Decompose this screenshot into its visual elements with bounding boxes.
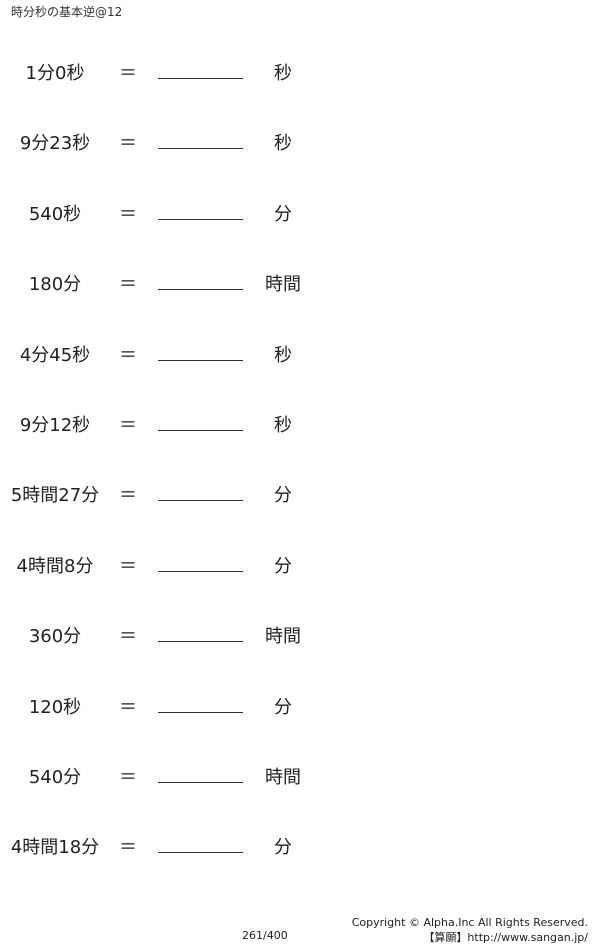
site-url: 【算願】http://www.sangan.jp/	[423, 931, 588, 944]
answer-unit: 分	[274, 555, 292, 577]
answer-unit: 時間	[265, 274, 301, 296]
answer-unit: 秒	[274, 415, 292, 436]
page-number: 261/400	[242, 929, 288, 942]
answer-unit: 秒	[274, 133, 292, 155]
question: 120秒	[28, 696, 82, 718]
equals-sign: ＝	[119, 203, 137, 225]
question: 360分	[28, 626, 82, 648]
question: 540秒	[28, 203, 82, 225]
answer-blank[interactable]	[158, 782, 243, 783]
problem-row: 5時間27分 ＝ 分	[0, 478, 600, 508]
equals-sign: ＝	[119, 837, 137, 859]
answer-blank[interactable]	[158, 500, 243, 502]
answer-blank[interactable]	[158, 430, 243, 431]
worksheet-title: 時分秒の基本逆@12	[11, 5, 123, 19]
question: 180分	[28, 274, 82, 296]
problem-row: 540分 ＝ 時間	[0, 760, 600, 790]
answer-blank[interactable]	[158, 78, 243, 79]
answer-blank[interactable]	[158, 218, 243, 220]
answer-blank[interactable]	[158, 570, 243, 572]
answer-unit: 分	[274, 696, 292, 718]
equals-sign: ＝	[119, 696, 137, 718]
answer-blank[interactable]	[158, 289, 243, 291]
problem-row: 360分 ＝ 時間	[0, 619, 600, 649]
equals-sign: ＝	[119, 63, 137, 84]
equals-sign: ＝	[119, 344, 137, 366]
answer-blank[interactable]	[158, 852, 243, 854]
answer-unit: 分	[274, 203, 292, 225]
answer-blank[interactable]	[158, 641, 243, 643]
problem-row: 120秒 ＝ 分	[0, 690, 600, 720]
question: 540分	[28, 767, 82, 788]
answer-unit: 時間	[265, 626, 301, 648]
copyright: Copyright © Alpha.Inc All Rights Reserve…	[352, 915, 588, 945]
question: 4時間8分	[16, 555, 94, 577]
problem-row: 4時間18分 ＝ 分	[0, 830, 600, 860]
answer-unit: 秒	[274, 344, 292, 366]
question: 5時間27分	[10, 485, 100, 507]
problem-row: 9分12秒 ＝ 秒	[0, 408, 600, 438]
equals-sign: ＝	[119, 485, 137, 507]
equals-sign: ＝	[119, 274, 137, 296]
question: 4分45秒	[19, 344, 91, 366]
answer-blank[interactable]	[158, 148, 243, 150]
equals-sign: ＝	[119, 555, 137, 577]
problem-row: 4分45秒 ＝ 秒	[0, 338, 600, 368]
problem-row: 4時間8分 ＝ 分	[0, 549, 600, 579]
copyright-text: Copyright © Alpha.Inc All Rights Reserve…	[351, 916, 588, 929]
answer-unit: 秒	[274, 63, 292, 84]
problem-row: 9分23秒 ＝ 秒	[0, 126, 600, 156]
question: 1分0秒	[25, 63, 85, 84]
question: 4時間18分	[10, 837, 100, 859]
question: 9分12秒	[19, 415, 91, 436]
problem-row: 540秒 ＝ 分	[0, 197, 600, 227]
problem-row: 1分0秒 ＝ 秒	[0, 56, 600, 86]
equals-sign: ＝	[119, 626, 137, 648]
answer-blank[interactable]	[158, 359, 243, 361]
problem-row: 180分 ＝ 時間	[0, 267, 600, 297]
equals-sign: ＝	[119, 133, 137, 155]
answer-unit: 分	[274, 485, 292, 507]
answer-unit: 時間	[265, 767, 301, 788]
question: 9分23秒	[19, 133, 91, 155]
equals-sign: ＝	[119, 415, 137, 436]
answer-unit: 分	[274, 837, 292, 859]
answer-blank[interactable]	[158, 711, 243, 713]
equals-sign: ＝	[119, 767, 137, 788]
